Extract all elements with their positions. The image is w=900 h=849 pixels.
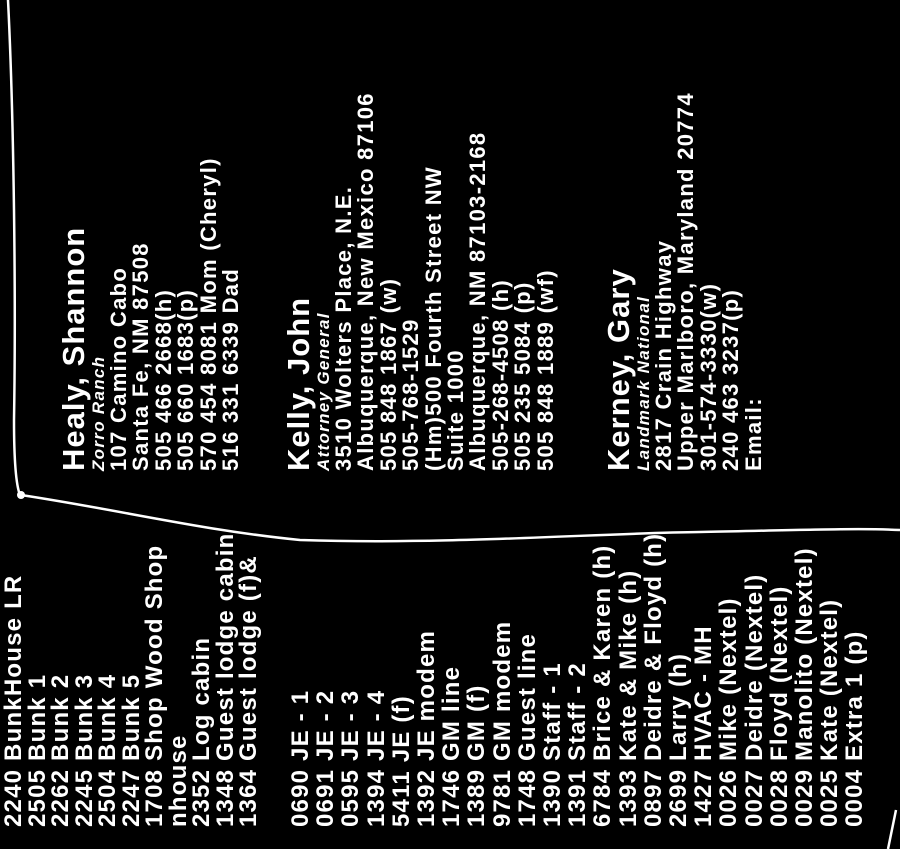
contact-line: 505 235 5084 (p) xyxy=(510,281,536,471)
vertical-pen-line xyxy=(6,0,22,496)
contact-card-kelly: Kelly, John Attorney General 3510 Wolter… xyxy=(281,92,558,471)
list-item: 1392 JE modem xyxy=(413,629,441,827)
list-item: 1748 Guest line xyxy=(513,632,541,827)
contact-line: Upper Marlboro, Maryland 20774 xyxy=(673,92,699,471)
contact-line: 505 660 1683(p) xyxy=(173,288,199,471)
extension-list-people: 0690 JE - 1 0691 JE - 2 0595 JE - 3 1394… xyxy=(287,532,869,827)
list-item: 1746 GM line xyxy=(438,665,466,827)
contact-line: 505 466 2668(h) xyxy=(150,288,176,471)
list-item: 1390 Staff - 1 xyxy=(539,662,567,827)
contact-card-healy: Healy, Shannon Zorro Ranch 107 Camino Ca… xyxy=(56,157,244,471)
list-item: 0004 Extra 1 (p) xyxy=(841,630,869,827)
list-item: 0025 Kate (Nextel) xyxy=(816,598,844,827)
extension-list-buildings: 2240 BunkHouse LR 2505 Bunk 1 2262 Bunk … xyxy=(0,532,262,828)
contact-name: Kelly, John xyxy=(281,296,316,471)
list-item: 2245 Bunk 3 xyxy=(70,673,98,827)
contact-name: Healy, Shannon xyxy=(56,226,91,471)
contact-line: 301-574-3330(w) xyxy=(695,282,721,471)
list-item: 5411 JE (f) xyxy=(387,695,415,827)
list-item: 0690 JE - 1 xyxy=(287,689,314,827)
contact-line: Albuquerque, NM 87103-2168 xyxy=(465,131,491,471)
contact-line: 570 454 8081 Mom (Cheryl) xyxy=(195,157,221,471)
list-item: 9781 GM modem xyxy=(488,620,516,827)
horizontal-pen-line xyxy=(20,493,900,543)
list-item: 0028 Floyd (Nextel) xyxy=(765,585,793,827)
list-item: 1394 JE - 4 xyxy=(362,689,390,827)
list-item: 1364 Guest lodge (f)& xyxy=(235,555,262,827)
list-item: 1393 Kate & Mike (h) xyxy=(614,569,642,827)
contact-line: 505 848 1867 (w) xyxy=(375,277,401,471)
contact-line: 516 331 6339 Dad xyxy=(218,267,244,471)
list-item: nhouse xyxy=(164,734,192,827)
list-item: 0897 Deidre & Floyd (h) xyxy=(639,532,667,827)
list-item: 0029 Manolito (Nextel) xyxy=(791,547,819,827)
contact-line: (Hm)500 Fourth Street NW xyxy=(420,166,446,471)
list-item: 2352 Log cabin xyxy=(188,636,215,827)
list-item: 1348 Guest lodge cabin xyxy=(211,532,239,828)
list-item: 1391 Staff - 2 xyxy=(564,662,592,827)
list-item: 1427 HVAC - MH xyxy=(690,625,718,827)
contact-line: 3510 Wolters Place, N.E. xyxy=(331,185,356,471)
list-item: 2240 BunkHouse LR xyxy=(0,574,27,827)
contact-line: Albuquerque, New Mexico 87106 xyxy=(353,92,379,471)
list-item: 0027 Deidre (Nextel) xyxy=(740,573,768,827)
contact-line: 107 Camino Cabo xyxy=(106,266,131,471)
corner-pen-line xyxy=(886,809,898,849)
list-item: 2262 Bunk 2 xyxy=(47,673,74,827)
list-item: 2699 Larry (h) xyxy=(665,652,693,827)
list-item: 0691 JE - 2 xyxy=(312,689,340,827)
contact-line: 240 463 3237(p) xyxy=(718,288,744,471)
list-item: 1389 GM (f) xyxy=(463,684,491,827)
list-item: 1708 Shop Wood Shop xyxy=(141,544,168,827)
contact-name: Kerney, Gary xyxy=(601,268,636,471)
contact-line: Santa Fe, NM 87508 xyxy=(128,242,154,471)
list-item: 0026 Mike (Nextel) xyxy=(715,597,743,827)
contact-line: 505-768-1529 xyxy=(398,318,424,471)
contact-line: Email: xyxy=(740,397,766,471)
list-item: 2504 Bunk 4 xyxy=(94,673,121,827)
contact-line: Suite 1000 xyxy=(443,349,469,471)
list-item: 2505 Bunk 1 xyxy=(23,673,51,827)
contact-line: 2817 Crain Highway xyxy=(651,239,676,471)
contact-line: 505 848 1889 (wf) xyxy=(532,269,558,471)
contact-line: 505-268-4508 (h) xyxy=(487,278,513,471)
contact-card-kerney: Kerney, Gary Landmark National 2817 Crai… xyxy=(601,92,766,471)
list-item: 6784 Brice & Karen (h) xyxy=(589,544,617,827)
list-item: 2247 Bunk 5 xyxy=(117,673,145,827)
list-item: 0595 JE - 3 xyxy=(337,689,365,827)
